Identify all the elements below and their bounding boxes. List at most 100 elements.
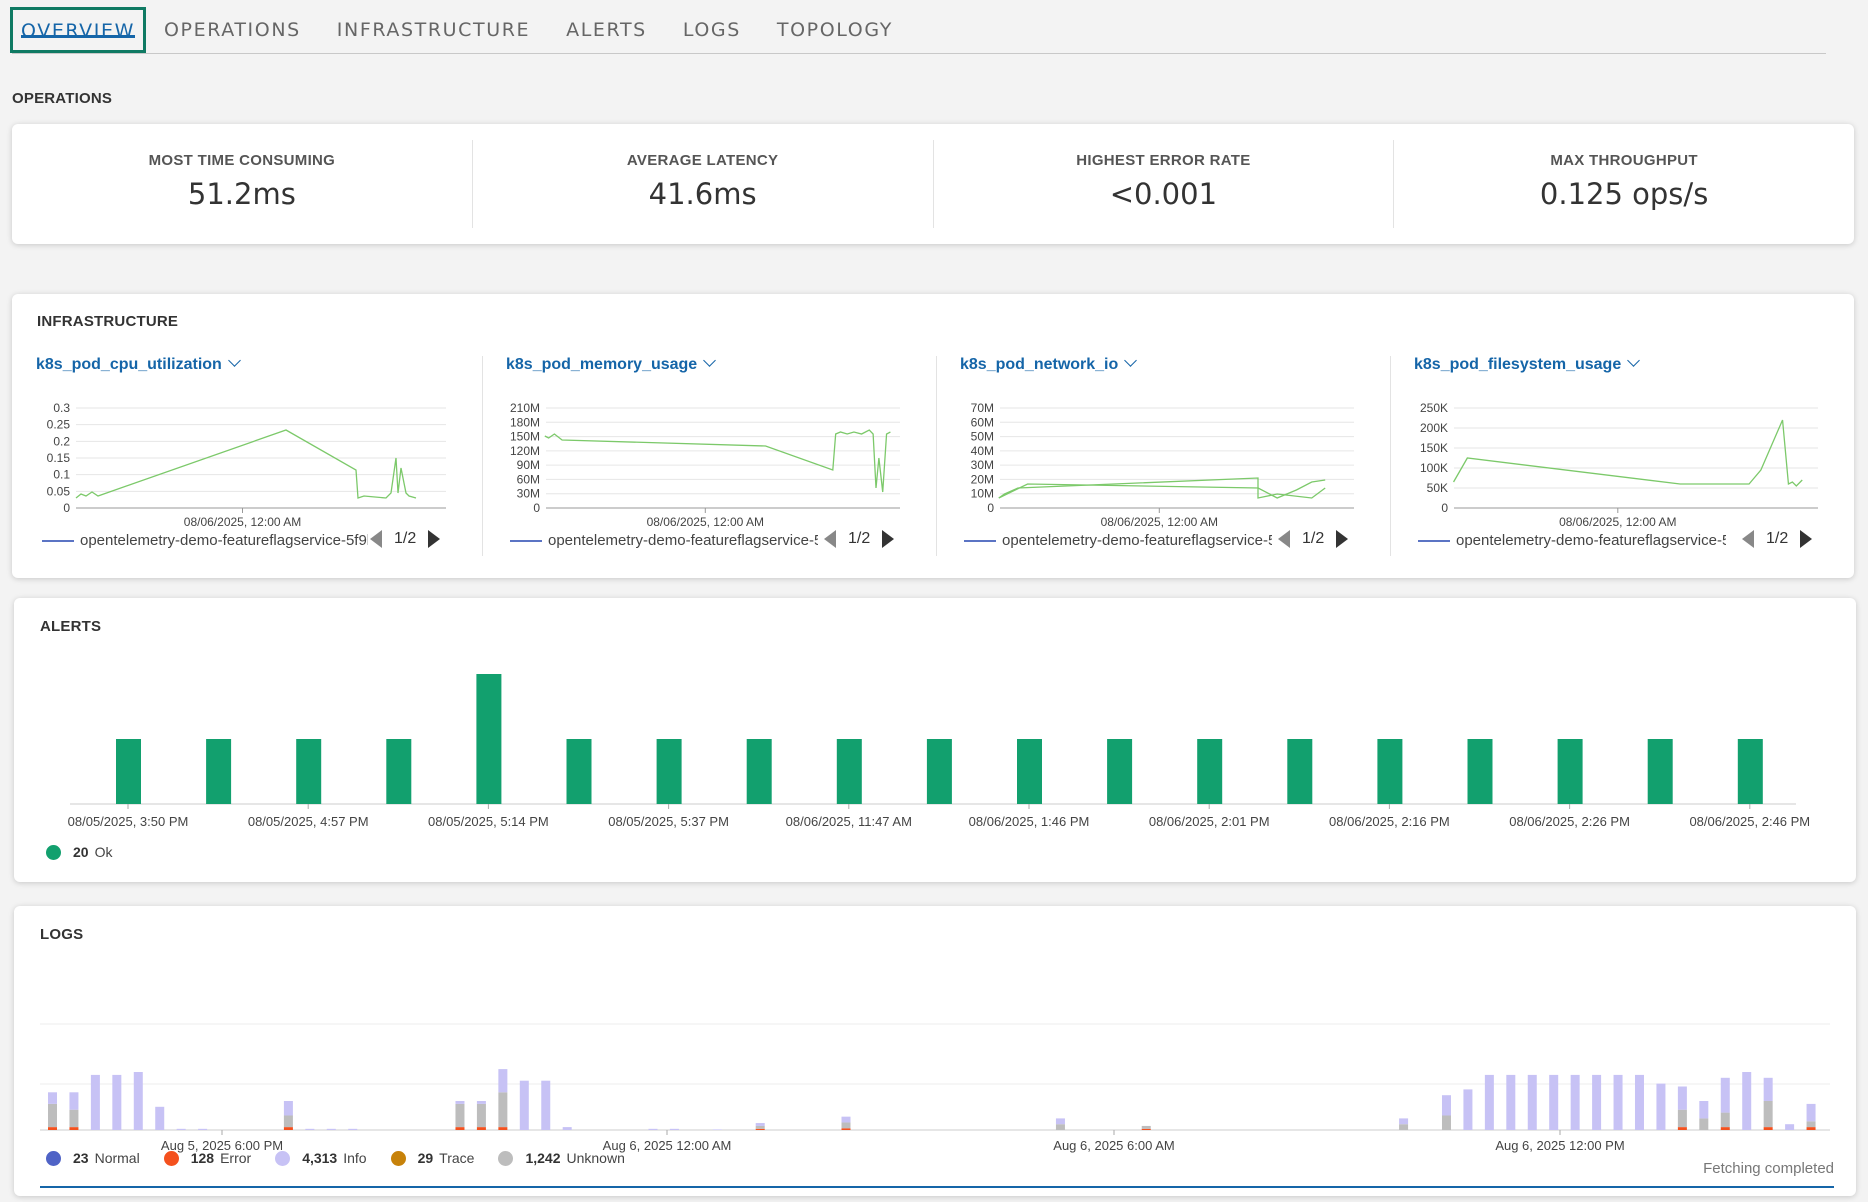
next-page-icon[interactable] — [1800, 530, 1813, 548]
log-bar-unknown[interactable] — [69, 1109, 79, 1128]
log-bar-info[interactable] — [669, 1128, 679, 1130]
metric-selector[interactable]: k8s_pod_memory_usage — [506, 354, 717, 374]
log-bar-info[interactable] — [1506, 1074, 1516, 1130]
log-bar-info[interactable] — [1441, 1095, 1451, 1116]
log-bar-info[interactable] — [476, 1101, 486, 1104]
prev-page-icon[interactable] — [370, 530, 382, 548]
alert-bar[interactable] — [746, 739, 772, 804]
log-bar-info[interactable] — [155, 1106, 165, 1130]
log-bar-unknown[interactable] — [48, 1103, 57, 1128]
log-bar-info[interactable] — [305, 1128, 315, 1130]
tab-topology[interactable]: TOPOLOGY — [776, 19, 893, 41]
log-bar-error[interactable] — [1806, 1127, 1816, 1130]
log-bar-error[interactable] — [498, 1127, 508, 1130]
log-bar-info[interactable] — [69, 1092, 79, 1110]
logs-legend-item-unknown[interactable]: 1,242 Unknown — [498, 1150, 625, 1166]
tab-logs[interactable]: LOGS — [682, 19, 741, 41]
alert-bar[interactable] — [1647, 739, 1673, 804]
alert-bar[interactable] — [566, 739, 592, 804]
log-bar-error[interactable] — [841, 1128, 851, 1130]
tab-infrastructure[interactable]: INFRASTRUCTURE — [336, 19, 531, 41]
log-bar-unknown[interactable] — [1399, 1124, 1409, 1130]
log-bar-unknown[interactable] — [841, 1122, 851, 1129]
log-bar-unknown[interactable] — [283, 1115, 293, 1128]
log-bar-info[interactable] — [1656, 1083, 1666, 1130]
log-bar-info[interactable] — [198, 1128, 208, 1130]
alert-bar[interactable] — [476, 674, 502, 804]
log-bar-info[interactable] — [755, 1123, 765, 1126]
log-bar-info[interactable] — [1634, 1074, 1644, 1130]
log-bar-info[interactable] — [455, 1101, 465, 1104]
log-bar-info[interactable] — [648, 1128, 658, 1130]
alert-bar[interactable] — [1107, 739, 1133, 804]
log-bar-info[interactable] — [90, 1074, 100, 1130]
log-bar-info[interactable] — [841, 1116, 851, 1123]
tab-alerts[interactable]: ALERTS — [566, 19, 647, 41]
log-bar-unknown[interactable] — [1441, 1115, 1451, 1131]
next-page-icon[interactable] — [428, 530, 441, 548]
log-bar-error[interactable] — [1720, 1127, 1730, 1130]
log-bar-info[interactable] — [1399, 1118, 1409, 1125]
log-bar-info[interactable] — [519, 1080, 529, 1130]
prev-page-icon[interactable] — [824, 530, 836, 548]
log-bar-error[interactable] — [1763, 1127, 1773, 1130]
alert-bar[interactable] — [656, 739, 682, 804]
log-bar-error[interactable] — [69, 1127, 79, 1130]
log-bar-info[interactable] — [1806, 1103, 1816, 1122]
log-bar-unknown[interactable] — [1806, 1121, 1816, 1128]
log-bar-info[interactable] — [541, 1080, 551, 1130]
metric-legend[interactable]: opentelemetry-demo-featureflagservice-5f — [1418, 532, 1726, 549]
log-bar-info[interactable] — [1527, 1074, 1537, 1130]
log-bar-error[interactable] — [1141, 1128, 1151, 1130]
log-bar-info[interactable] — [1677, 1086, 1687, 1110]
alert-bar[interactable] — [1557, 739, 1583, 804]
log-bar-info[interactable] — [1720, 1077, 1730, 1113]
metric-selector[interactable]: k8s_pod_cpu_utilization — [36, 354, 241, 374]
log-bar-error[interactable] — [1677, 1127, 1687, 1130]
log-bar-unknown[interactable] — [755, 1125, 765, 1129]
log-bar-info[interactable] — [1592, 1074, 1602, 1130]
log-bar-error[interactable] — [476, 1127, 486, 1130]
alert-bar[interactable] — [206, 739, 232, 804]
logs-legend-item-trace[interactable]: 29 Trace — [390, 1150, 474, 1166]
logs-legend-item-error[interactable]: 128 Error — [163, 1150, 251, 1166]
tab-operations[interactable]: OPERATIONS — [163, 19, 301, 41]
logs-legend-item-info[interactable]: 4,313 Info — [275, 1150, 367, 1166]
next-page-icon[interactable] — [1336, 530, 1349, 548]
log-bar-info[interactable] — [1699, 1101, 1709, 1119]
log-bar-info[interactable] — [112, 1074, 122, 1130]
log-bar-info[interactable] — [48, 1092, 57, 1104]
logs-legend-item-normal[interactable]: 23 Normal — [46, 1150, 140, 1166]
log-bar-info[interactable] — [1463, 1089, 1473, 1130]
log-bar-info[interactable] — [326, 1128, 336, 1130]
log-bar-error[interactable] — [48, 1127, 57, 1130]
metric-legend[interactable]: opentelemetry-demo-featureflagservice-5f — [510, 532, 818, 549]
alert-bar[interactable] — [296, 739, 322, 804]
log-bar-info[interactable] — [1055, 1118, 1065, 1125]
log-bar-info[interactable] — [1763, 1077, 1773, 1101]
log-bar-info[interactable] — [1613, 1074, 1623, 1130]
prev-page-icon[interactable] — [1278, 530, 1290, 548]
log-bar-unknown[interactable] — [455, 1103, 465, 1128]
log-bar-error[interactable] — [755, 1128, 765, 1130]
log-bar-info[interactable] — [1742, 1072, 1752, 1130]
log-bar-info[interactable] — [133, 1072, 143, 1130]
alert-bar[interactable] — [836, 739, 862, 804]
next-page-icon[interactable] — [882, 530, 895, 548]
log-bar-unknown[interactable] — [1720, 1112, 1730, 1128]
log-bar-info[interactable] — [498, 1069, 508, 1093]
log-bar-info[interactable] — [348, 1128, 358, 1130]
log-bar-info[interactable] — [562, 1127, 572, 1130]
alert-bar[interactable] — [1467, 739, 1493, 804]
metric-selector[interactable]: k8s_pod_filesystem_usage — [1414, 354, 1641, 374]
alert-bar[interactable] — [1017, 739, 1042, 804]
log-bar-info[interactable] — [1785, 1124, 1795, 1130]
alert-bar[interactable] — [1197, 739, 1223, 804]
alert-bar[interactable] — [1737, 739, 1763, 804]
log-bar-info[interactable] — [176, 1128, 186, 1130]
alert-bar[interactable] — [1287, 739, 1313, 804]
tab-overview[interactable]: OVERVIEW — [10, 7, 146, 53]
log-bar-info[interactable] — [1549, 1074, 1559, 1130]
alert-bar[interactable] — [386, 739, 412, 804]
log-bar-unknown[interactable] — [476, 1103, 486, 1128]
